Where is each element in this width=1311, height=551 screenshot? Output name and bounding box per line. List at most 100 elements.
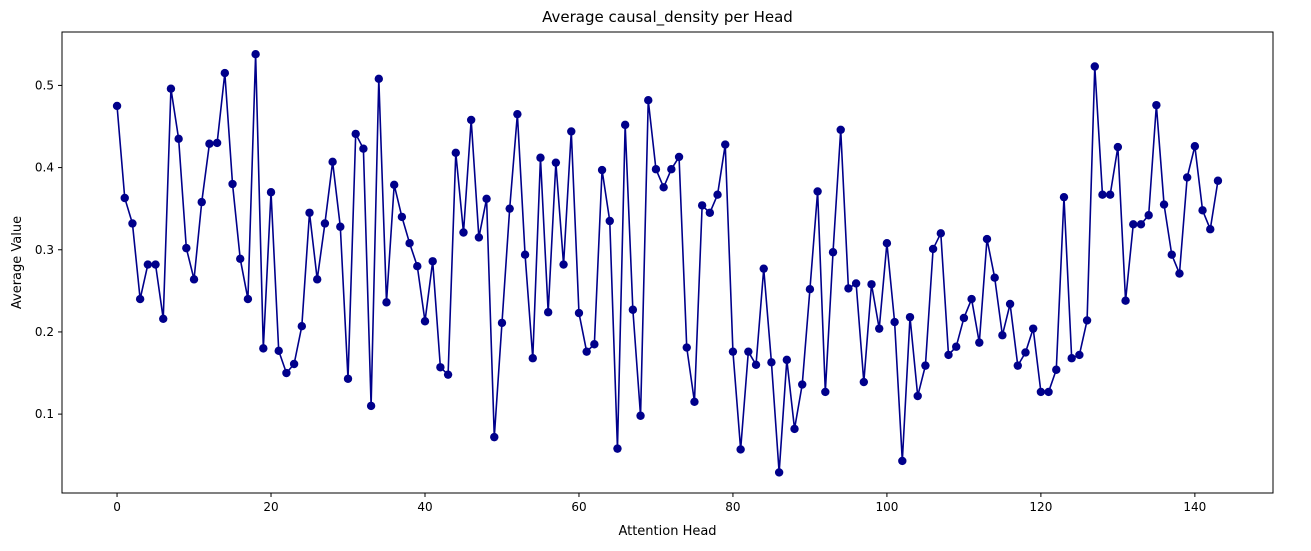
data-point — [390, 180, 399, 190]
data-point — [1113, 142, 1123, 152]
data-point — [228, 179, 237, 189]
data-point — [774, 468, 784, 477]
data-point — [1206, 225, 1215, 234]
data-point — [905, 312, 915, 322]
data-point — [967, 294, 976, 304]
data-point — [651, 165, 661, 174]
x-tick-label: 80 — [725, 500, 740, 514]
data-point — [166, 84, 176, 93]
data-point — [844, 284, 853, 293]
data-point — [944, 350, 953, 360]
data-point — [1082, 316, 1092, 325]
data-point — [1067, 354, 1076, 363]
data-point — [282, 368, 291, 378]
data-point — [813, 187, 822, 196]
y-tick-label: 0.1 — [35, 407, 54, 421]
data-point — [212, 138, 222, 148]
data-point — [613, 444, 622, 453]
data-point — [289, 359, 299, 369]
data-point — [1175, 269, 1184, 278]
data-point — [875, 324, 884, 333]
data-point — [721, 140, 730, 149]
data-point — [366, 401, 376, 411]
data-point — [466, 115, 476, 125]
data-point — [143, 260, 153, 269]
data-point — [135, 294, 145, 304]
x-tick-label: 40 — [417, 500, 432, 514]
data-point — [705, 208, 715, 217]
data-point — [767, 358, 776, 367]
data-point — [620, 120, 630, 130]
data-point — [1182, 173, 1192, 182]
data-point — [382, 298, 391, 307]
data-point — [236, 254, 245, 263]
data-point — [1121, 296, 1130, 305]
data-point — [1013, 361, 1022, 370]
data-point — [528, 354, 537, 363]
data-point — [744, 347, 753, 356]
data-point — [1167, 250, 1176, 259]
data-point — [174, 134, 183, 144]
y-axis-label: Average Value — [10, 216, 25, 309]
data-point — [1144, 211, 1153, 220]
data-point — [805, 285, 815, 294]
data-point — [543, 308, 553, 317]
data-point — [959, 313, 969, 323]
data-point — [413, 262, 422, 271]
data-point — [628, 305, 638, 314]
data-point — [728, 347, 738, 356]
data-point — [674, 152, 684, 162]
data-point — [990, 273, 999, 282]
data-point — [374, 74, 383, 84]
data-point — [574, 308, 584, 318]
data-point — [736, 445, 745, 454]
data-point — [790, 424, 799, 434]
data-point — [497, 318, 507, 328]
data-point — [1105, 190, 1115, 199]
data-point — [443, 370, 453, 379]
data-point — [305, 208, 314, 217]
data-point — [243, 294, 253, 304]
data-point — [952, 342, 961, 351]
data-point — [1152, 100, 1161, 110]
data-point — [328, 157, 337, 167]
data-point — [420, 317, 430, 326]
data-point — [266, 188, 276, 197]
data-point — [697, 201, 707, 210]
data-point — [1028, 324, 1038, 333]
x-tick-label: 100 — [875, 500, 898, 514]
data-point — [921, 361, 930, 370]
data-point — [428, 257, 437, 266]
data-point — [1198, 206, 1207, 215]
data-point — [913, 391, 922, 401]
x-tick-label: 120 — [1029, 500, 1052, 514]
data-point — [867, 280, 876, 289]
data-point — [1075, 350, 1084, 360]
data-point — [205, 139, 214, 148]
data-point — [120, 193, 129, 203]
series-line — [116, 53, 1219, 474]
data-point — [751, 360, 761, 370]
data-point — [112, 101, 122, 111]
data-point — [936, 229, 945, 238]
data-point — [597, 165, 607, 175]
data-point — [1136, 220, 1146, 229]
data-point — [1005, 299, 1015, 309]
data-point — [690, 397, 699, 406]
x-tick-label: 60 — [571, 500, 586, 514]
x-ticks: 0 20 40 60 80 100 120 140 — [113, 493, 1206, 514]
x-tick-label: 0 — [113, 500, 121, 514]
data-point — [189, 275, 199, 284]
x-tick-label: 20 — [263, 500, 278, 514]
data-point — [859, 377, 869, 387]
data-point — [582, 347, 591, 356]
data-point — [251, 49, 260, 59]
data-point — [513, 109, 522, 119]
data-point — [559, 260, 568, 269]
y-tick-label: 0.4 — [35, 161, 54, 175]
data-point — [220, 68, 230, 78]
data-point — [567, 127, 576, 136]
data-point — [482, 194, 491, 204]
